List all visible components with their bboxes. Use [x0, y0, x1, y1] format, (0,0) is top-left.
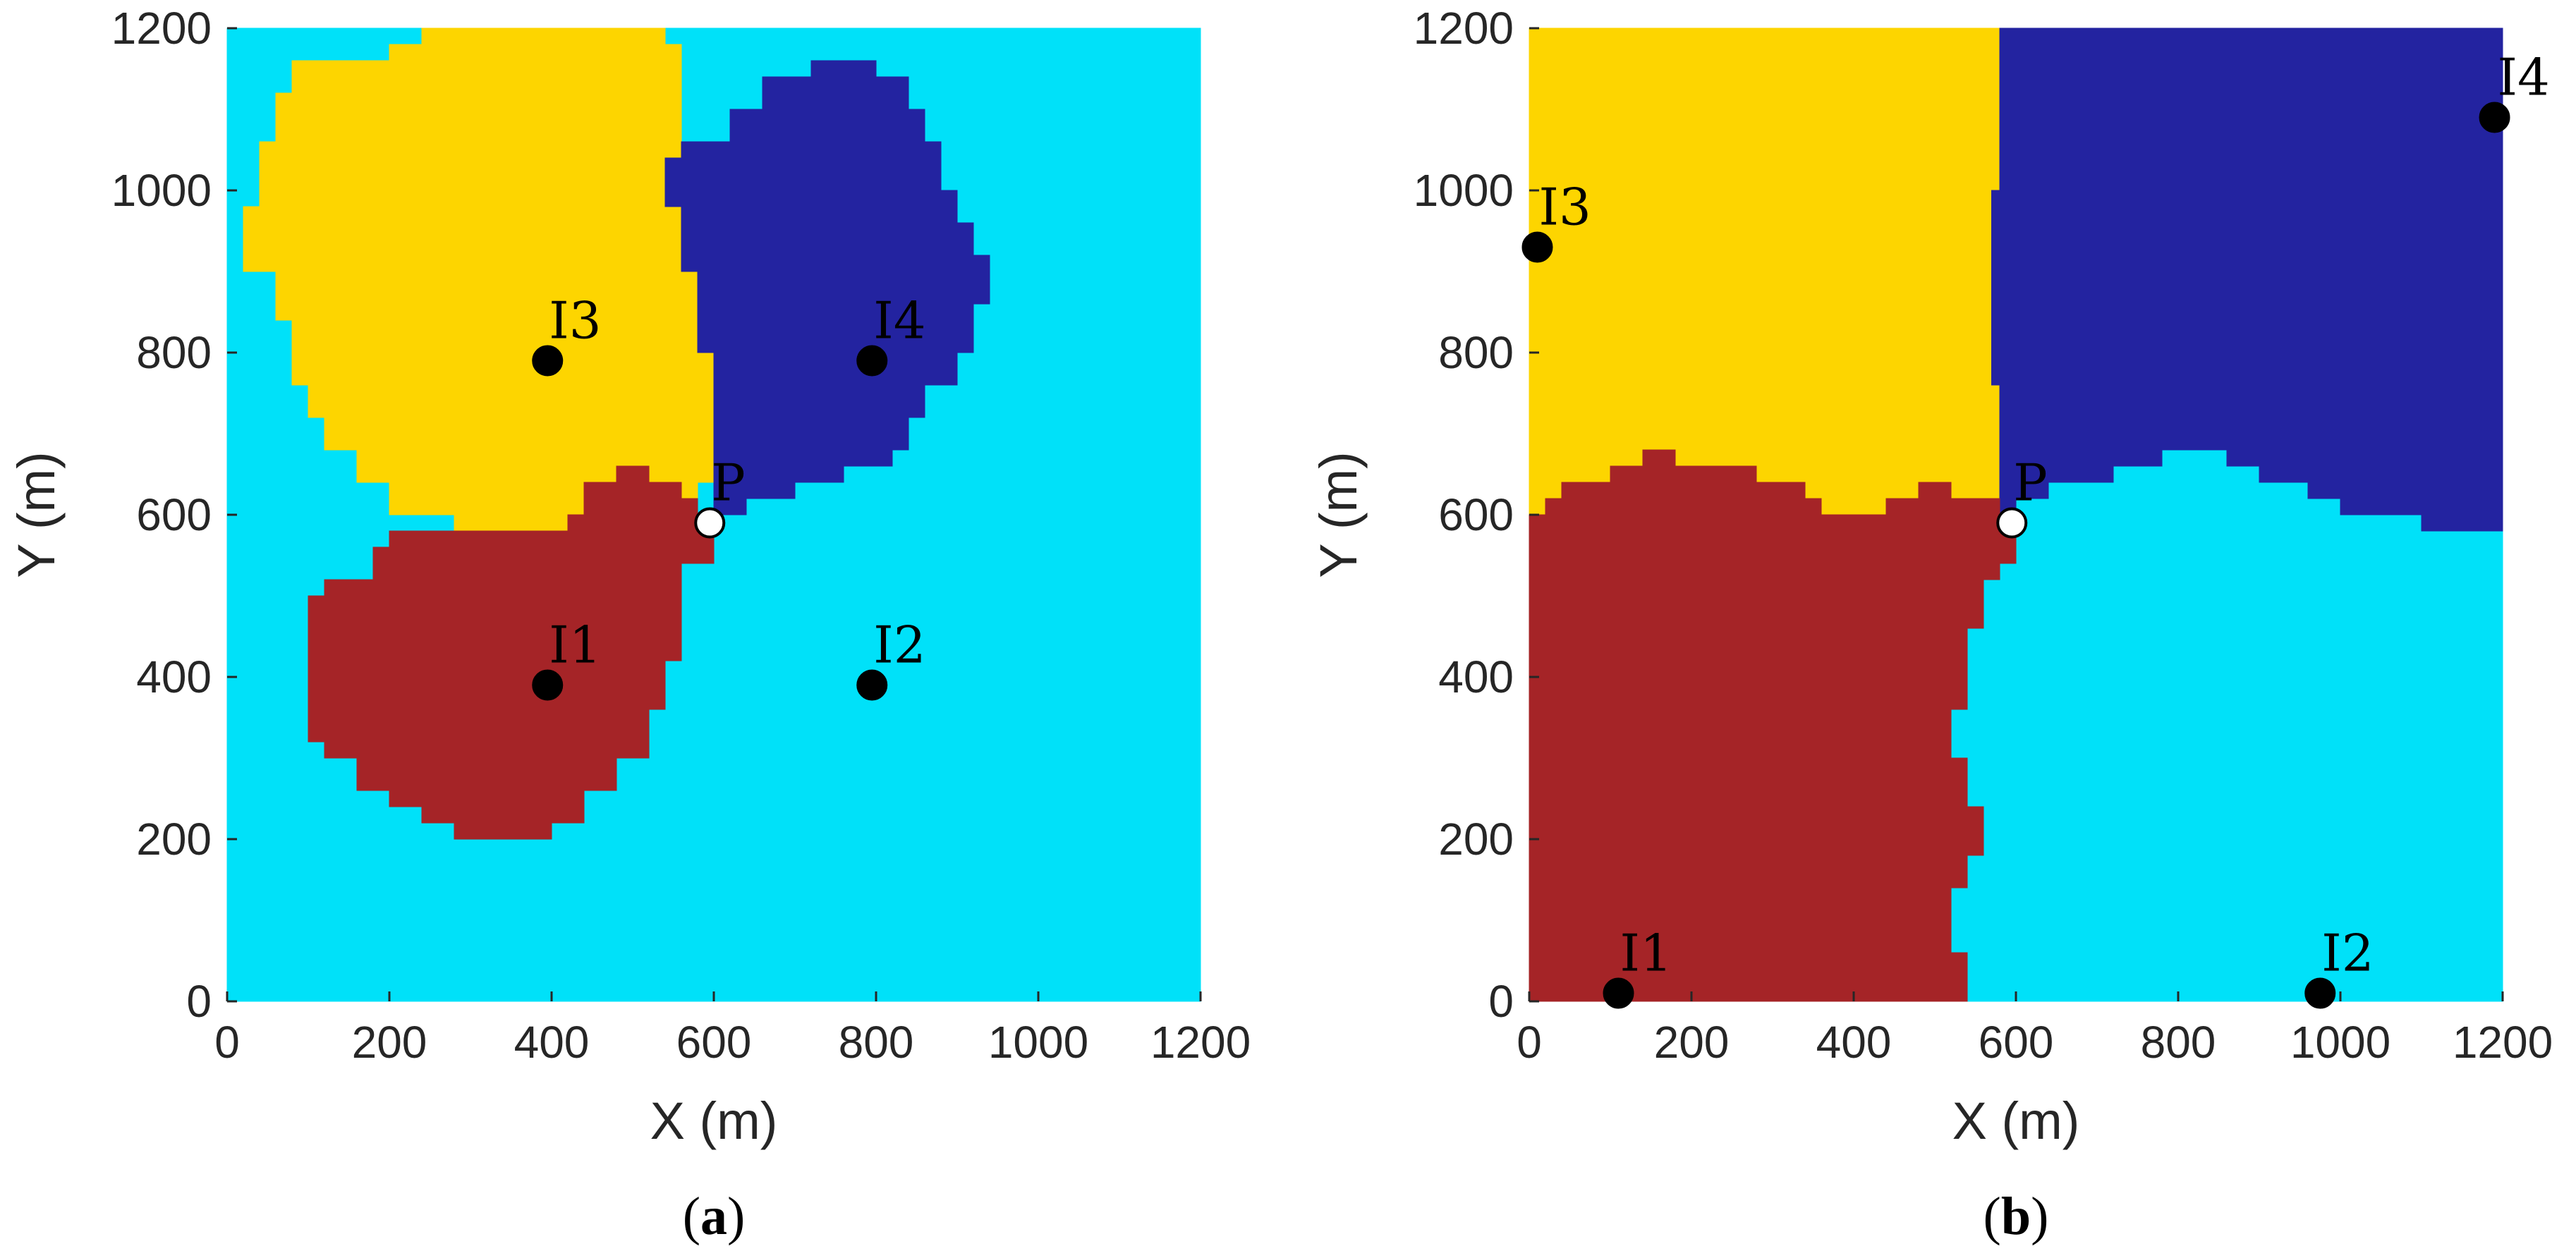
- point-i1-label: I1: [1620, 924, 1672, 983]
- y-tick-label: 0: [186, 976, 212, 1027]
- y-tick-label: 1200: [1414, 3, 1514, 54]
- point-i4-label: I4: [2498, 48, 2550, 107]
- y-tick-label: 600: [1438, 489, 1514, 540]
- y-tick-label: 1000: [111, 165, 212, 216]
- caption-close-a: ): [727, 1187, 745, 1246]
- point-p-label: P: [2013, 453, 2047, 513]
- y-tick-label: 200: [136, 814, 212, 865]
- x-axis-label-a: X (m): [650, 1092, 778, 1150]
- panel-caption-b: (b): [1983, 1187, 2049, 1246]
- x-tick-label: 400: [514, 1017, 590, 1068]
- point-i3-label: I3: [1539, 178, 1591, 237]
- x-tick-label: 600: [1979, 1017, 2054, 1068]
- x-tick-label: 1000: [2290, 1017, 2390, 1068]
- y-tick-label: 200: [1438, 814, 1514, 865]
- points-b: I1 I2 I3 I4 P: [1521, 48, 2550, 1009]
- panel-a: 0 200 400 600 800 1000 1200 0 200 400 600 800 1000 12…: [7, 3, 1251, 1246]
- point-i1-marker: [532, 669, 564, 701]
- x-tick-label: 800: [2141, 1017, 2216, 1068]
- point-i2-marker: [2304, 977, 2336, 1009]
- y-tick-label: 400: [136, 652, 212, 702]
- point-i4-marker: [2479, 102, 2510, 133]
- x-tick-label: 200: [352, 1017, 427, 1068]
- point-i2-label: I2: [873, 616, 925, 675]
- blue-region-a: [664, 60, 990, 515]
- point-i2-label: I2: [2321, 924, 2374, 983]
- blue-region-b: [1991, 28, 2503, 532]
- caption-letter-a: a: [700, 1187, 727, 1246]
- x-tick-label: 1200: [1150, 1017, 1251, 1068]
- caption-open-a: (: [683, 1187, 700, 1246]
- y-tick-label: 800: [136, 327, 212, 378]
- x-axis-label-b: X (m): [1952, 1092, 2080, 1150]
- y-tick-label: 1000: [1414, 165, 1514, 216]
- y-axis-label-a: Y (m): [7, 451, 66, 578]
- y-tick-label: 400: [1438, 652, 1514, 702]
- y-tick-label: 800: [1438, 327, 1514, 378]
- point-p-marker: [1996, 507, 2028, 539]
- caption-open-b: (: [1983, 1187, 2001, 1246]
- yellow-region-b: [1529, 28, 2000, 515]
- x-tick-label: 1200: [2453, 1017, 2553, 1068]
- x-tick-label: 800: [839, 1017, 914, 1068]
- y-axis-label-b: Y (m): [1309, 451, 1368, 578]
- x-tick-label: 400: [1816, 1017, 1892, 1068]
- point-i1-label: I1: [549, 616, 601, 675]
- x-tick-label: 0: [214, 1017, 240, 1068]
- x-tick-label: 0: [1517, 1017, 1542, 1068]
- red-region-b: [1529, 449, 2017, 1002]
- panel-caption-a: (a): [683, 1187, 746, 1246]
- point-i4-label: I4: [873, 291, 925, 350]
- point-i2-marker: [856, 669, 888, 701]
- x-tick-label: 1000: [988, 1017, 1088, 1068]
- axes-b: 0 200 400 600 800 1000 1200 0 200 400 600 800 1000 12…: [1414, 3, 2553, 1068]
- red-region-a: [308, 465, 715, 840]
- point-i3-marker: [1521, 231, 1553, 263]
- panel-b: 0 200 400 600 800 1000 1200 0 200 400 600 800 1000 12…: [1309, 3, 2553, 1246]
- x-tick-label: 600: [676, 1017, 752, 1068]
- point-p-label: P: [711, 453, 745, 513]
- y-tick-label: 0: [1488, 976, 1514, 1027]
- point-i1-marker: [1603, 977, 1634, 1009]
- axes-a: 0 200 400 600 800 1000 1200 0 200 400 600 800 1000 12…: [111, 3, 1251, 1068]
- point-i4-marker: [856, 345, 888, 377]
- point-i3-label: I3: [549, 291, 601, 350]
- y-tick-label: 1200: [111, 3, 212, 54]
- points-a: I1 I2 I3 I4 P: [532, 291, 926, 701]
- caption-letter-b: b: [2001, 1187, 2031, 1246]
- caption-close-b: ): [2031, 1187, 2048, 1246]
- point-i3-marker: [532, 345, 564, 377]
- point-p-marker: [694, 507, 726, 539]
- x-tick-label: 200: [1654, 1017, 1730, 1068]
- y-tick-label: 600: [136, 489, 212, 540]
